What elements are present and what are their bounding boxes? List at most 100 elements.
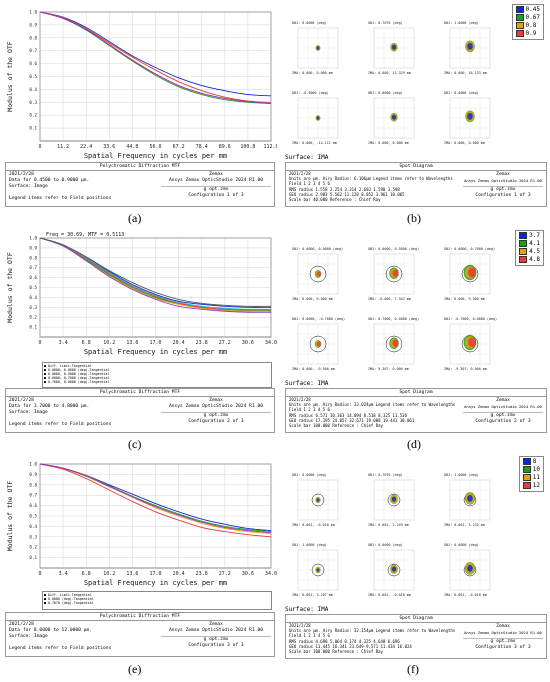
info-software: Ansys Zemax OpticStudio 2024 R1.00 [168, 404, 264, 409]
spot-image-label: IMA: 0.000, -9.500 mm [292, 367, 335, 371]
info-company: Zemax [496, 398, 510, 403]
info-line: Field 1 2 3 4 5 6 [289, 407, 330, 413]
mtf-info-c: Polychromatic Diffraction MTF 2021/2/28 … [5, 388, 275, 433]
x-tick-label: 0 [38, 571, 41, 577]
spot-cluster [317, 341, 321, 347]
x-tick-label: 10.2 [103, 340, 115, 346]
spot-cluster [317, 271, 321, 277]
airy-disk [385, 335, 403, 353]
chart-annotation: Freq = 30.69, MTF = 0.5113 [46, 232, 124, 238]
legend-entry: 0.67 [515, 14, 540, 22]
spot-diagram-d: OBJ: 0.0000, 0.0000 (deg) IMA: 0.000, 0.0… [292, 247, 497, 371]
spot-image-label: IMA: 0.001, 3.207 mm [292, 593, 333, 597]
info-software: Ansys Zemax OpticStudio 2024 R1.00 [168, 178, 264, 183]
airy-disk [311, 563, 325, 577]
y-tick-label: 0.6 [29, 275, 37, 280]
y-tick-label: 0.9 [29, 245, 37, 250]
x-tick-label: 56.0 [149, 144, 161, 150]
series-line [39, 237, 272, 307]
info-line: GEO radius 2.903 5.502 11.128 8.052 3.96… [289, 191, 405, 197]
spot-info-b: Spot Diagram 2021/2/28 Units are μm. Air… [285, 162, 547, 207]
mtf-info-a: Polychromatic Diffraction MTF 2021/2/28 … [5, 162, 275, 207]
caption-f: (f) [407, 662, 419, 676]
spot-image-label: IMA: 0.001, -0.018 mm [368, 593, 411, 597]
legend-entry: ■ 0.0000, 0.5000 (deg)-Tangential [44, 372, 110, 376]
y-axis-label: Modulus of the OTF [6, 252, 14, 323]
caption-b: (b) [407, 211, 421, 225]
y-tick-label: 0.5 [29, 514, 37, 519]
airy-disk [309, 335, 327, 353]
y-tick-label: 0.8 [29, 482, 37, 487]
info-config: Configuration 2 of 3 [188, 419, 244, 424]
x-tick-label: 13.6 [126, 571, 138, 577]
spot-field-label: OBJ: 0.0000, -0.7000 (deg) [292, 317, 345, 321]
spot-diagram-b: OBJ: 0.0000 (deg) IMA: 0.000, 0.000 mm OBJ… [292, 21, 491, 145]
info-config: Configuration 1 of 3 [475, 193, 531, 198]
y-tick-label: 0.1 [29, 126, 37, 131]
series-line [39, 463, 272, 538]
info-line: Data for 8.0000 to 12.0000 μm. [9, 628, 92, 633]
info-config: Configuration 3 of 3 [475, 645, 531, 650]
spot-image-label: IMA: -9.307, 0.000 mm [444, 367, 487, 371]
spot-legend-b: 0.45 0.67 0.8 0.9 [511, 4, 544, 40]
x-tick-label: 10.2 [103, 571, 115, 577]
y-tick-label: 0.1 [29, 325, 37, 330]
spot-image-label: IMA: 0.001, -0.018 mm [444, 593, 487, 597]
surface-label: Surface: IMA [285, 606, 329, 613]
y-tick-label: 1.0 [29, 236, 37, 241]
mtf-panel-e: 0.1 0.2 0.3 0.4 0.5 0.6 0.7 0.8 0.9 1.0 0 3.4 6.8 10.… [2, 454, 277, 680]
swatch-icon [522, 458, 531, 465]
spot-cluster [467, 565, 473, 572]
series-line [39, 463, 272, 535]
info-line: 2021/2/28 [9, 398, 34, 403]
swatch-icon [515, 6, 524, 13]
info-config: Configuration 1 of 3 [188, 193, 244, 198]
info-line: Surface: Image [9, 184, 48, 189]
info-software: Ansys Zemax OpticStudio 2024 R1.00 [168, 628, 264, 633]
spot-image-label: IMA: 0.000, 16.133 mm [444, 71, 487, 75]
spot-field-label: OBJ: 0.0000 (deg) [292, 473, 327, 477]
info-line: Data for 3.7000 to 4.8000 μm. [9, 404, 90, 409]
spot-image-label: IMA: 0.000, -14.111 mm [292, 141, 337, 145]
info-line: Units are μm. Airy Radius: 32.154μm Lege… [289, 628, 456, 634]
info-title: Polychromatic Diffraction MTF [6, 389, 274, 397]
legend-entry: 3.7 [519, 232, 540, 240]
legend-entry: ■ 0.0000 (deg)-Tangential [44, 597, 94, 601]
y-axis-label: Modulus of the OTF [6, 481, 14, 552]
mtf-chart-c: 0.1 0.2 0.3 0.4 0.5 0.6 0.7 0.8 0.9 1.0 0 3.4 6.8 10.… [6, 232, 277, 356]
spot-cluster [467, 495, 473, 502]
info-title: Spot Diagram [286, 163, 546, 171]
spot-panel-b: OBJ: 0.0000 (deg) IMA: 0.000, 0.000 mm OBJ… [283, 2, 548, 227]
spot-diagram-f: OBJ: 0.0000 (deg) IMA: 0.001, -0.018 mm OB… [292, 473, 491, 597]
y-tick-label: 0.6 [29, 61, 37, 66]
spot-field-label: OBJ: 0.0000 (deg) [368, 91, 403, 95]
spot-image-label: IMA: 0.000, 9.500 mm [444, 297, 485, 301]
spot-cluster [467, 113, 473, 120]
series-line [39, 237, 272, 313]
spot-field-label: OBJ: 0.0000, 0.7000 (deg) [444, 247, 495, 251]
series-line [39, 11, 272, 105]
spot-field-label: OBJ: 0.0000 (deg) [444, 91, 479, 95]
spot-image-label: IMA: 0.001, 3.232 mm [444, 523, 485, 527]
y-tick-label: 0.2 [29, 315, 37, 320]
x-tick-label: 27.2 [219, 571, 231, 577]
caption-a: (a) [128, 211, 142, 225]
x-tick-label: 17.0 [149, 340, 161, 346]
legend-entry: ■ 0.7000, 0.0000 (deg)-Tangential [44, 380, 110, 384]
info-title: Polychromatic Diffraction MTF [6, 613, 274, 621]
info-line: Units are μm. Airy Radius: 6.106μm Legen… [289, 176, 453, 182]
legend-entry: ■ 0.0000, 0.7000 (deg)-Tangential [44, 376, 110, 380]
airy-disk [387, 493, 401, 507]
x-tick-label: 6.8 [82, 340, 91, 346]
x-tick-label: 17.0 [149, 571, 161, 577]
info-title: Spot Diagram [286, 389, 546, 397]
x-axis-label: Spatial Frequency in cycles per mm [84, 152, 227, 160]
spot-cluster [392, 269, 399, 277]
x-tick-label: 78.4 [196, 144, 208, 150]
spot-legend-f: 8 10 11 12 [518, 456, 544, 492]
spot-image-label: IMA: 0.001, -0.018 mm [292, 523, 335, 527]
y-tick-label: 0.3 [29, 305, 37, 310]
spot-cluster [391, 566, 397, 572]
y-tick-label: 0.5 [29, 285, 37, 290]
surface-label: Surface: IMA [285, 154, 329, 161]
